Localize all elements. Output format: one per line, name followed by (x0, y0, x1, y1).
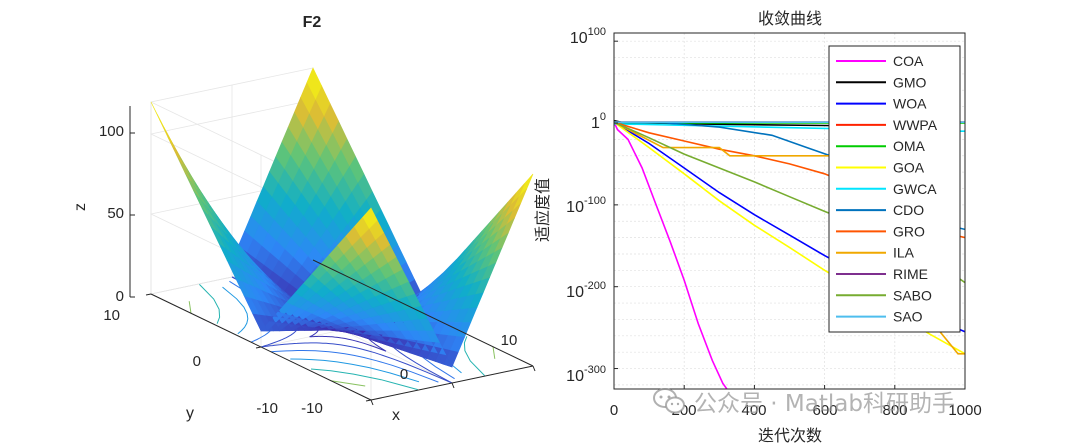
y-tick-1e-300: 10-300 (566, 364, 606, 385)
x-tick-label-0: 0 (400, 366, 408, 383)
convergence-x-label: 迭代次数 (758, 427, 822, 444)
x-tick-label-neg10: -10 (301, 400, 323, 417)
x-tick-400: 400 (741, 402, 766, 419)
y-tick-labels: 10100 10 10-100 10-200 10-300 (566, 26, 606, 385)
legend-label: GOA (893, 160, 925, 176)
legend-label: ILA (893, 245, 915, 261)
surface-plot: F2 100 50 0 z 10 0 -10 y -10 10 0 x (72, 14, 536, 424)
x-tick-1000: 1000 (948, 402, 981, 419)
legend-item-woa: WOA (836, 96, 927, 112)
series-line-ila (614, 121, 965, 355)
legend-item-cdo: CDO (836, 202, 924, 218)
legend-label: WOA (893, 96, 927, 112)
legend-item-oma: OMA (836, 138, 926, 154)
legend-label: GMO (893, 74, 927, 90)
legend: COA GMO WOA WWPA OMA GOA GWCA CDO GRO ILA RIME SABO… (828, 45, 961, 333)
legend-label: SABO (893, 287, 932, 303)
y-tick-1e-200: 10-200 (566, 280, 606, 301)
legend-item-gmo: GMO (836, 74, 927, 90)
y-tick-1e-100: 10-100 (566, 195, 606, 216)
legend-label: OMA (893, 138, 926, 154)
x-tick-800: 800 (882, 402, 907, 419)
legend-label: WWPA (893, 117, 938, 133)
x-tick-600: 600 (812, 402, 837, 419)
axis-ticks (613, 40, 966, 389)
x-tick-labels: 0 200 400 600 800 1000 (610, 402, 982, 419)
legend-item-sabo: SABO (836, 287, 932, 303)
legend-item-gwca: GWCA (836, 181, 937, 197)
y-tick-1e100: 10100 (570, 26, 606, 47)
x-axis-label: x (392, 407, 400, 424)
x-tick-0: 0 (610, 402, 618, 419)
surface-mesh (150, 67, 534, 368)
legend-label: COA (893, 53, 924, 69)
y-axis-label: y (186, 405, 194, 422)
z-axis-label: z (72, 203, 89, 211)
wechat-icon (653, 388, 685, 414)
legend-item-wwpa: WWPA (836, 117, 938, 133)
z-tick-label-100: 100 (99, 123, 124, 140)
watermark-text: 公众号 · Matlab科研助手 (694, 391, 955, 417)
convergence-y-label: 适应度值 (533, 178, 552, 242)
convergence-plot: 收敛曲线 迭代次数 适应度值 0 200 400 600 800 1000 10… (533, 10, 982, 444)
plot-frame (613, 32, 966, 390)
legend-label: GWCA (893, 181, 937, 197)
z-tick-label-50: 50 (107, 205, 124, 222)
z-tick-label-0: 0 (116, 288, 124, 305)
legend-item-rime: RIME (836, 266, 928, 282)
legend-item-ila: ILA (836, 245, 915, 261)
legend-item-gro: GRO (836, 223, 925, 239)
surface-ticks (130, 132, 536, 406)
x-tick-label-10: 10 (501, 332, 518, 349)
series-line-coa (614, 121, 728, 389)
y-tick-label-10: 10 (103, 307, 120, 324)
legend-item-goa: GOA (836, 160, 925, 176)
legend-label: CDO (893, 202, 924, 218)
legend-item-sao: SAO (836, 309, 923, 325)
legend-label: GRO (893, 223, 925, 239)
legend-label: SAO (893, 309, 923, 325)
legend-label: RIME (893, 266, 928, 282)
surface-title: F2 (303, 14, 322, 31)
watermark: 公众号 · Matlab科研助手 (652, 384, 1062, 418)
y-tick-1e0: 10 (591, 111, 606, 132)
y-tick-label-0: 0 (193, 353, 201, 370)
convergence-title: 收敛曲线 (758, 10, 822, 28)
legend-item-coa: COA (836, 53, 924, 69)
y-tick-label-neg10: -10 (256, 400, 278, 417)
